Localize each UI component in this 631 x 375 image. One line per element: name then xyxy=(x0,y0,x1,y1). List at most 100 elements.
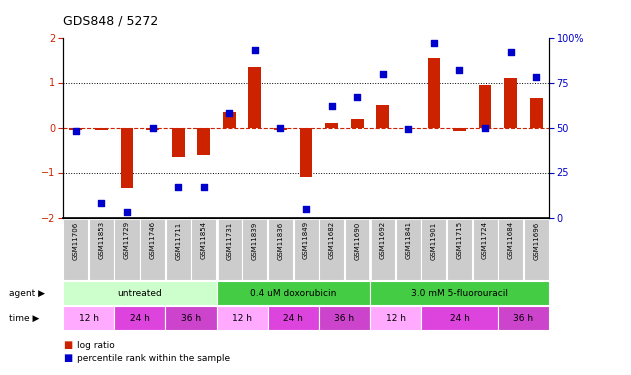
Bar xyxy=(165,306,216,330)
Text: untreated: untreated xyxy=(117,289,162,298)
Bar xyxy=(479,85,492,128)
Bar xyxy=(114,219,139,279)
Text: 24 h: 24 h xyxy=(130,314,150,322)
Bar xyxy=(146,128,159,130)
Bar xyxy=(268,219,293,279)
Bar xyxy=(498,306,549,330)
Bar xyxy=(421,306,498,330)
Text: GSM11839: GSM11839 xyxy=(252,221,258,260)
Point xyxy=(531,74,541,80)
Text: 24 h: 24 h xyxy=(283,314,303,322)
Bar xyxy=(370,306,421,330)
Text: GSM11690: GSM11690 xyxy=(354,221,360,260)
Point xyxy=(224,110,234,116)
Text: GSM11692: GSM11692 xyxy=(380,221,386,260)
Text: 12 h: 12 h xyxy=(79,314,98,322)
Text: GSM11836: GSM11836 xyxy=(278,221,283,260)
Text: ■: ■ xyxy=(63,354,73,363)
Text: 36 h: 36 h xyxy=(514,314,533,322)
Point xyxy=(301,206,311,212)
Bar xyxy=(172,128,184,157)
Point xyxy=(429,40,439,46)
Point xyxy=(378,70,388,76)
Bar xyxy=(345,219,370,279)
Point xyxy=(480,124,490,130)
Bar xyxy=(504,78,517,128)
Bar xyxy=(370,281,549,305)
Text: GSM11729: GSM11729 xyxy=(124,221,130,260)
Text: log ratio: log ratio xyxy=(77,341,115,350)
Text: GSM11731: GSM11731 xyxy=(227,221,232,260)
Bar xyxy=(422,219,446,279)
Text: ■: ■ xyxy=(63,340,73,350)
Text: GSM11841: GSM11841 xyxy=(405,221,411,260)
Bar xyxy=(198,128,210,154)
Text: GDS848 / 5272: GDS848 / 5272 xyxy=(63,15,158,28)
Bar xyxy=(121,128,133,188)
Point xyxy=(403,126,413,132)
Bar xyxy=(274,128,287,130)
Bar xyxy=(63,281,216,305)
Bar xyxy=(498,219,523,279)
Point xyxy=(199,184,209,190)
Bar xyxy=(351,118,363,128)
Bar xyxy=(166,219,191,279)
Point xyxy=(327,103,337,109)
Text: 3.0 mM 5-fluorouracil: 3.0 mM 5-fluorouracil xyxy=(411,289,508,298)
Bar xyxy=(473,219,498,279)
Text: GSM11696: GSM11696 xyxy=(533,221,539,260)
Point xyxy=(148,124,158,130)
Bar xyxy=(300,128,312,177)
Bar xyxy=(216,306,268,330)
Bar xyxy=(319,219,344,279)
Bar xyxy=(376,105,389,128)
Text: time ▶: time ▶ xyxy=(9,314,40,322)
Bar xyxy=(223,112,236,128)
Point xyxy=(454,67,464,73)
Point xyxy=(122,209,132,215)
Text: GSM11682: GSM11682 xyxy=(329,221,334,260)
Text: GSM11853: GSM11853 xyxy=(98,221,105,260)
Text: GSM11849: GSM11849 xyxy=(303,221,309,260)
Bar xyxy=(191,219,216,279)
Text: 0.4 uM doxorubicin: 0.4 uM doxorubicin xyxy=(250,289,336,298)
Point xyxy=(352,94,362,100)
Bar xyxy=(216,281,370,305)
Bar xyxy=(249,67,261,128)
Text: percentile rank within the sample: percentile rank within the sample xyxy=(77,354,230,363)
Text: GSM11706: GSM11706 xyxy=(73,221,79,260)
Point xyxy=(97,200,107,206)
Text: 12 h: 12 h xyxy=(386,314,406,322)
Bar xyxy=(114,306,165,330)
Point xyxy=(173,184,183,190)
Bar xyxy=(69,128,82,130)
Bar xyxy=(428,58,440,128)
Bar xyxy=(293,219,319,279)
Point xyxy=(505,49,516,55)
Bar xyxy=(95,128,108,130)
Bar xyxy=(63,219,88,279)
Text: 12 h: 12 h xyxy=(232,314,252,322)
Point xyxy=(275,124,285,130)
Bar xyxy=(453,128,466,131)
Bar xyxy=(396,219,421,279)
Bar xyxy=(325,123,338,128)
Bar xyxy=(370,219,395,279)
Text: 24 h: 24 h xyxy=(449,314,469,322)
Bar xyxy=(242,219,268,279)
Bar xyxy=(268,306,319,330)
Bar xyxy=(524,219,549,279)
Bar xyxy=(530,98,543,128)
Text: GSM11715: GSM11715 xyxy=(456,221,463,260)
Text: GSM11746: GSM11746 xyxy=(150,221,156,260)
Text: 36 h: 36 h xyxy=(181,314,201,322)
Bar xyxy=(89,219,114,279)
Point xyxy=(71,128,81,134)
Bar xyxy=(140,219,165,279)
Bar xyxy=(63,306,114,330)
Bar xyxy=(319,306,370,330)
Text: 36 h: 36 h xyxy=(334,314,355,322)
Text: agent ▶: agent ▶ xyxy=(9,289,45,298)
Point xyxy=(250,47,260,53)
Text: GSM11901: GSM11901 xyxy=(431,221,437,260)
